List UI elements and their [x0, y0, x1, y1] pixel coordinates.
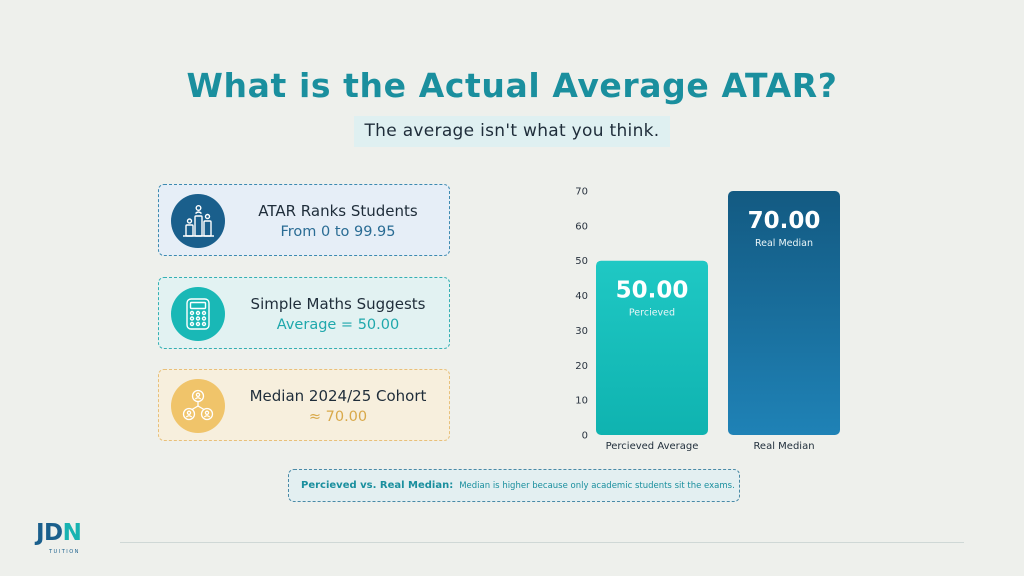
page-subtitle: The average isn't what you think. [354, 116, 670, 147]
page-title: What is the Actual Average ATAR? [186, 66, 838, 105]
y-tick-label: 60 [575, 221, 588, 232]
card-value: ≈ 70.00 [308, 409, 368, 425]
logo-mark: N [62, 520, 82, 546]
y-tick-label: 10 [575, 396, 588, 407]
bar-chart: 0 10 20 30 40 50 60 70 50.00 Percieved Percieved A… [575, 187, 840, 452]
y-tick-label: 70 [575, 187, 588, 198]
people-network-icon [171, 379, 225, 433]
bar-sublabel: Real Median [755, 238, 813, 249]
calculator-icon [171, 287, 225, 341]
card-value: Average = 50.00 [276, 317, 400, 333]
x-category-label: Real Median [753, 441, 814, 452]
y-tick-label: 40 [575, 291, 588, 302]
card-title: Median 2024/25 Cohort [249, 387, 427, 405]
note-text: Median is higher because only academic s… [459, 481, 735, 491]
bar-real-median [728, 191, 840, 435]
card-value: From 0 to 99.95 [280, 224, 396, 240]
logo-subtext: TUITION [49, 549, 80, 555]
comparison-note: Percieved vs. Real Median: Median is high… [288, 469, 740, 502]
info-card-median: Median 2024/25 Cohort ≈ 70.00 [158, 369, 450, 441]
bar-percieved-average [596, 260, 708, 435]
footer-divider [120, 542, 964, 543]
card-title: ATAR Ranks Students [258, 202, 418, 220]
x-category-label: Percieved Average [606, 441, 699, 452]
bar-value-label: 50.00 [616, 278, 689, 304]
ranking-bars-icon [171, 194, 225, 248]
bar-value-label: 70.00 [748, 208, 821, 234]
brand-logo: JDN TUITION [36, 520, 106, 560]
y-tick-label: 0 [582, 431, 588, 442]
info-card-maths: Simple Maths Suggests Average = 50.00 [158, 277, 450, 349]
y-tick-label: 20 [575, 361, 588, 372]
y-tick-label: 50 [575, 256, 588, 267]
bar-sublabel: Percieved [629, 308, 675, 319]
y-tick-label: 30 [575, 326, 588, 337]
info-card-ranks: ATAR Ranks Students From 0 to 99.95 [158, 184, 450, 256]
note-label: Percieved vs. Real Median: [301, 480, 454, 491]
card-title: Simple Maths Suggests [250, 295, 426, 313]
logo-text: JD [36, 520, 63, 546]
